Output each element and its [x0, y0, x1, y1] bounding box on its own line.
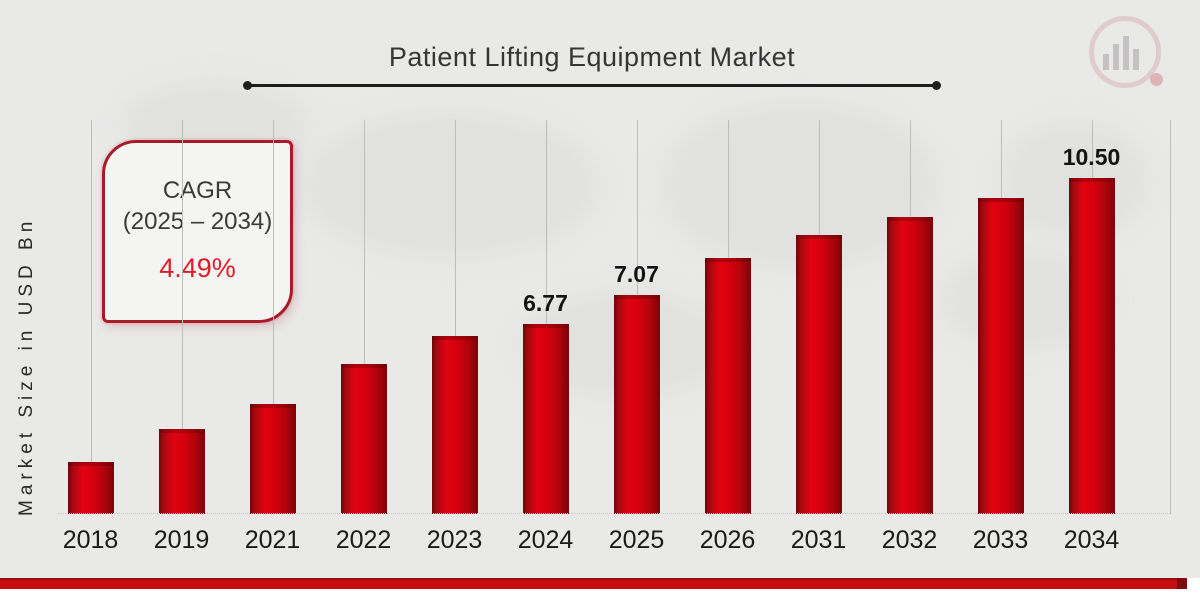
bar-value-label-2025: 7.07: [614, 261, 659, 287]
mrfr-logo-watermark: [1085, 12, 1165, 92]
gridline: [454, 120, 456, 514]
right-edge-gridline: [1170, 120, 1171, 514]
bar-2033: [977, 198, 1024, 514]
bar-slot-2022: 2022: [318, 120, 409, 554]
bar-2025: [613, 295, 660, 514]
bar-slot-2033: 2033: [955, 120, 1046, 554]
title-underline: [243, 81, 941, 90]
bar-slot-2025: 7.07 2025: [591, 120, 682, 554]
x-axis-label-2018: 2018: [62, 526, 119, 554]
gridline: [272, 120, 274, 514]
cagr-box: CAGR (2025 – 2034) 4.49%: [102, 140, 293, 323]
bar-slot-2026: 2026: [682, 120, 773, 554]
logo-dot-icon: [1150, 73, 1163, 86]
x-axis-label-2023: 2023: [426, 526, 483, 554]
bar-value-label-2034: 10.50: [1062, 144, 1121, 170]
bar-2021: [249, 404, 296, 514]
x-axis-label-2033: 2033: [972, 526, 1029, 554]
plot-area: 2018 2019 2021 2022 2023 6.77 2024 7.07 2025 2026…: [45, 120, 1137, 554]
gridline: [90, 120, 92, 514]
bar-2031: [795, 235, 842, 514]
bar-2022: [340, 364, 387, 514]
line-end-dot: [243, 81, 252, 90]
x-axis-label-2022: 2022: [335, 526, 392, 554]
line-end-dot: [932, 81, 941, 90]
cagr-period: (2025 – 2034): [122, 208, 273, 235]
x-axis-label-2021: 2021: [244, 526, 301, 554]
cagr-value: 4.49%: [159, 253, 236, 283]
bar-slot-2018: 2018: [45, 120, 136, 554]
footer-band-tip: [1177, 578, 1187, 589]
gridline: [545, 120, 547, 514]
bar-2019: [158, 429, 205, 514]
logo-ring-icon: [1089, 16, 1161, 88]
x-axis-label-2032: 2032: [881, 526, 938, 554]
chart-title: Patient Lifting Equipment Market: [388, 42, 796, 72]
x-axis-label-2026: 2026: [699, 526, 756, 554]
gridline: [363, 120, 365, 514]
bar-2026: [704, 258, 751, 514]
bar-2018: [67, 462, 114, 514]
bar-2024: [522, 324, 569, 514]
map-blob: [300, 110, 600, 260]
x-axis-label-2034: 2034: [1063, 526, 1120, 554]
y-axis-label: Market Size in USD Bn: [16, 216, 37, 516]
bar-slot-2034: 10.50 2034: [1046, 120, 1137, 554]
footer-red-band: [0, 578, 1187, 589]
x-axis-label-2024: 2024: [517, 526, 574, 554]
x-axis-baseline: [58, 513, 1170, 514]
logo-barchart-icon: [1099, 28, 1143, 70]
bar-2032: [886, 217, 933, 514]
x-axis-label-2019: 2019: [153, 526, 210, 554]
bar-2023: [431, 336, 478, 514]
gridline: [181, 120, 183, 514]
bar-2034: [1068, 178, 1115, 514]
bar-slot-2024: 6.77 2024: [500, 120, 591, 554]
cagr-label: CAGR: [162, 177, 233, 204]
bar-slot-2032: 2032: [864, 120, 955, 554]
bar-slot-2021: 2021: [227, 120, 318, 554]
bar-slot-2023: 2023: [409, 120, 500, 554]
x-axis-label-2031: 2031: [790, 526, 847, 554]
bar-value-label-2024: 6.77: [523, 290, 568, 316]
bar-slot-2031: 2031: [773, 120, 864, 554]
bar-slot-2019: 2019: [136, 120, 227, 554]
x-axis-label-2025: 2025: [608, 526, 665, 554]
